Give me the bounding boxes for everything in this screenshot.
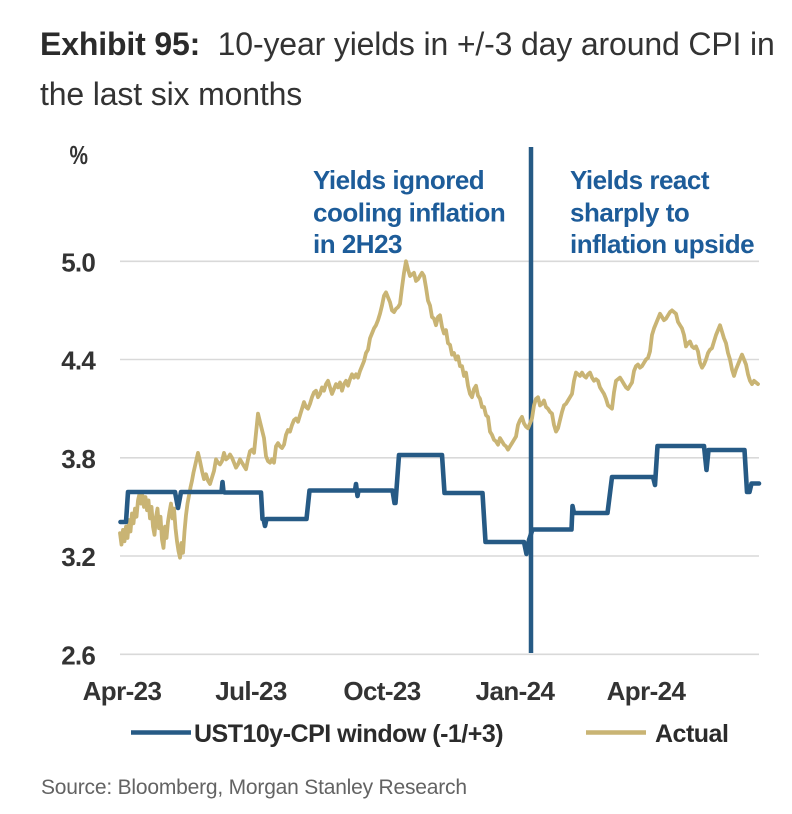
svg-text:5.0: 5.0 <box>61 248 95 278</box>
svg-text:%: % <box>70 141 89 170</box>
svg-text:UST10y-CPI window (-1/+3): UST10y-CPI window (-1/+3) <box>194 720 503 748</box>
svg-text:Apr-23: Apr-23 <box>83 676 162 706</box>
svg-text:Yields react: Yields react <box>570 165 710 195</box>
svg-text:Jul-23: Jul-23 <box>215 676 287 706</box>
svg-text:2.6: 2.6 <box>61 641 95 671</box>
svg-text:4.4: 4.4 <box>61 346 96 376</box>
svg-text:in 2H23: in 2H23 <box>313 229 402 259</box>
svg-text:sharply to: sharply to <box>570 198 689 228</box>
svg-text:Oct-23: Oct-23 <box>343 676 420 706</box>
svg-text:Jan-24: Jan-24 <box>476 676 556 706</box>
svg-text:inflation upside: inflation upside <box>570 229 754 259</box>
svg-text:Actual: Actual <box>655 720 728 748</box>
svg-text:Yields ignored: Yields ignored <box>313 165 484 195</box>
svg-text:cooling inflation: cooling inflation <box>313 198 505 228</box>
svg-text:3.8: 3.8 <box>61 444 95 474</box>
svg-text:3.2: 3.2 <box>61 542 95 572</box>
svg-text:Apr-24: Apr-24 <box>607 676 687 706</box>
